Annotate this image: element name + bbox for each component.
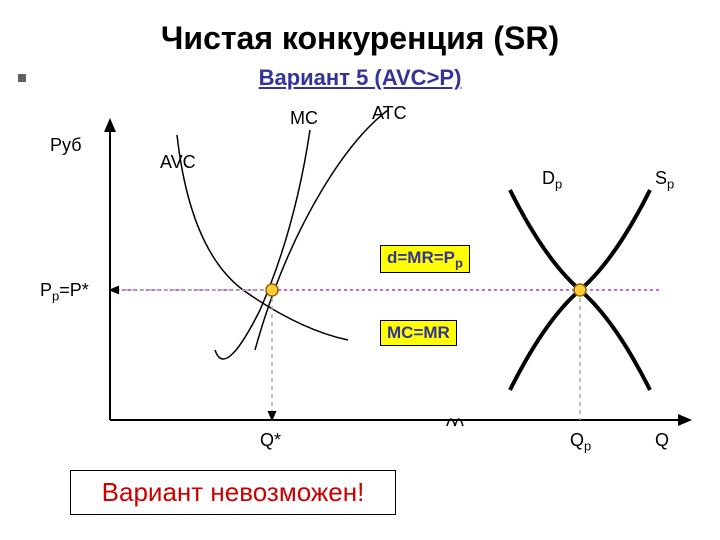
curve-label-mc: MC [290, 108, 318, 129]
mcmr-box: MC=MR [380, 320, 457, 346]
curve-label-avc: AVC [160, 152, 196, 173]
curve-label-sp: Sp [655, 168, 674, 192]
curve-label-dp: Dp [542, 168, 562, 192]
q-axis-label: Q [655, 430, 669, 451]
price-label: Pp=P* [40, 280, 89, 304]
diagram-svg [0, 0, 720, 540]
curve-label-atc: ATC [372, 103, 407, 124]
y-axis-label: Руб [50, 135, 82, 156]
q-star-label: Q* [260, 430, 281, 451]
dmr-box: d=MR=Pp [380, 245, 470, 273]
qp-label: Qp [570, 430, 591, 454]
conclusion-box: Вариант невозможен! [70, 470, 396, 515]
